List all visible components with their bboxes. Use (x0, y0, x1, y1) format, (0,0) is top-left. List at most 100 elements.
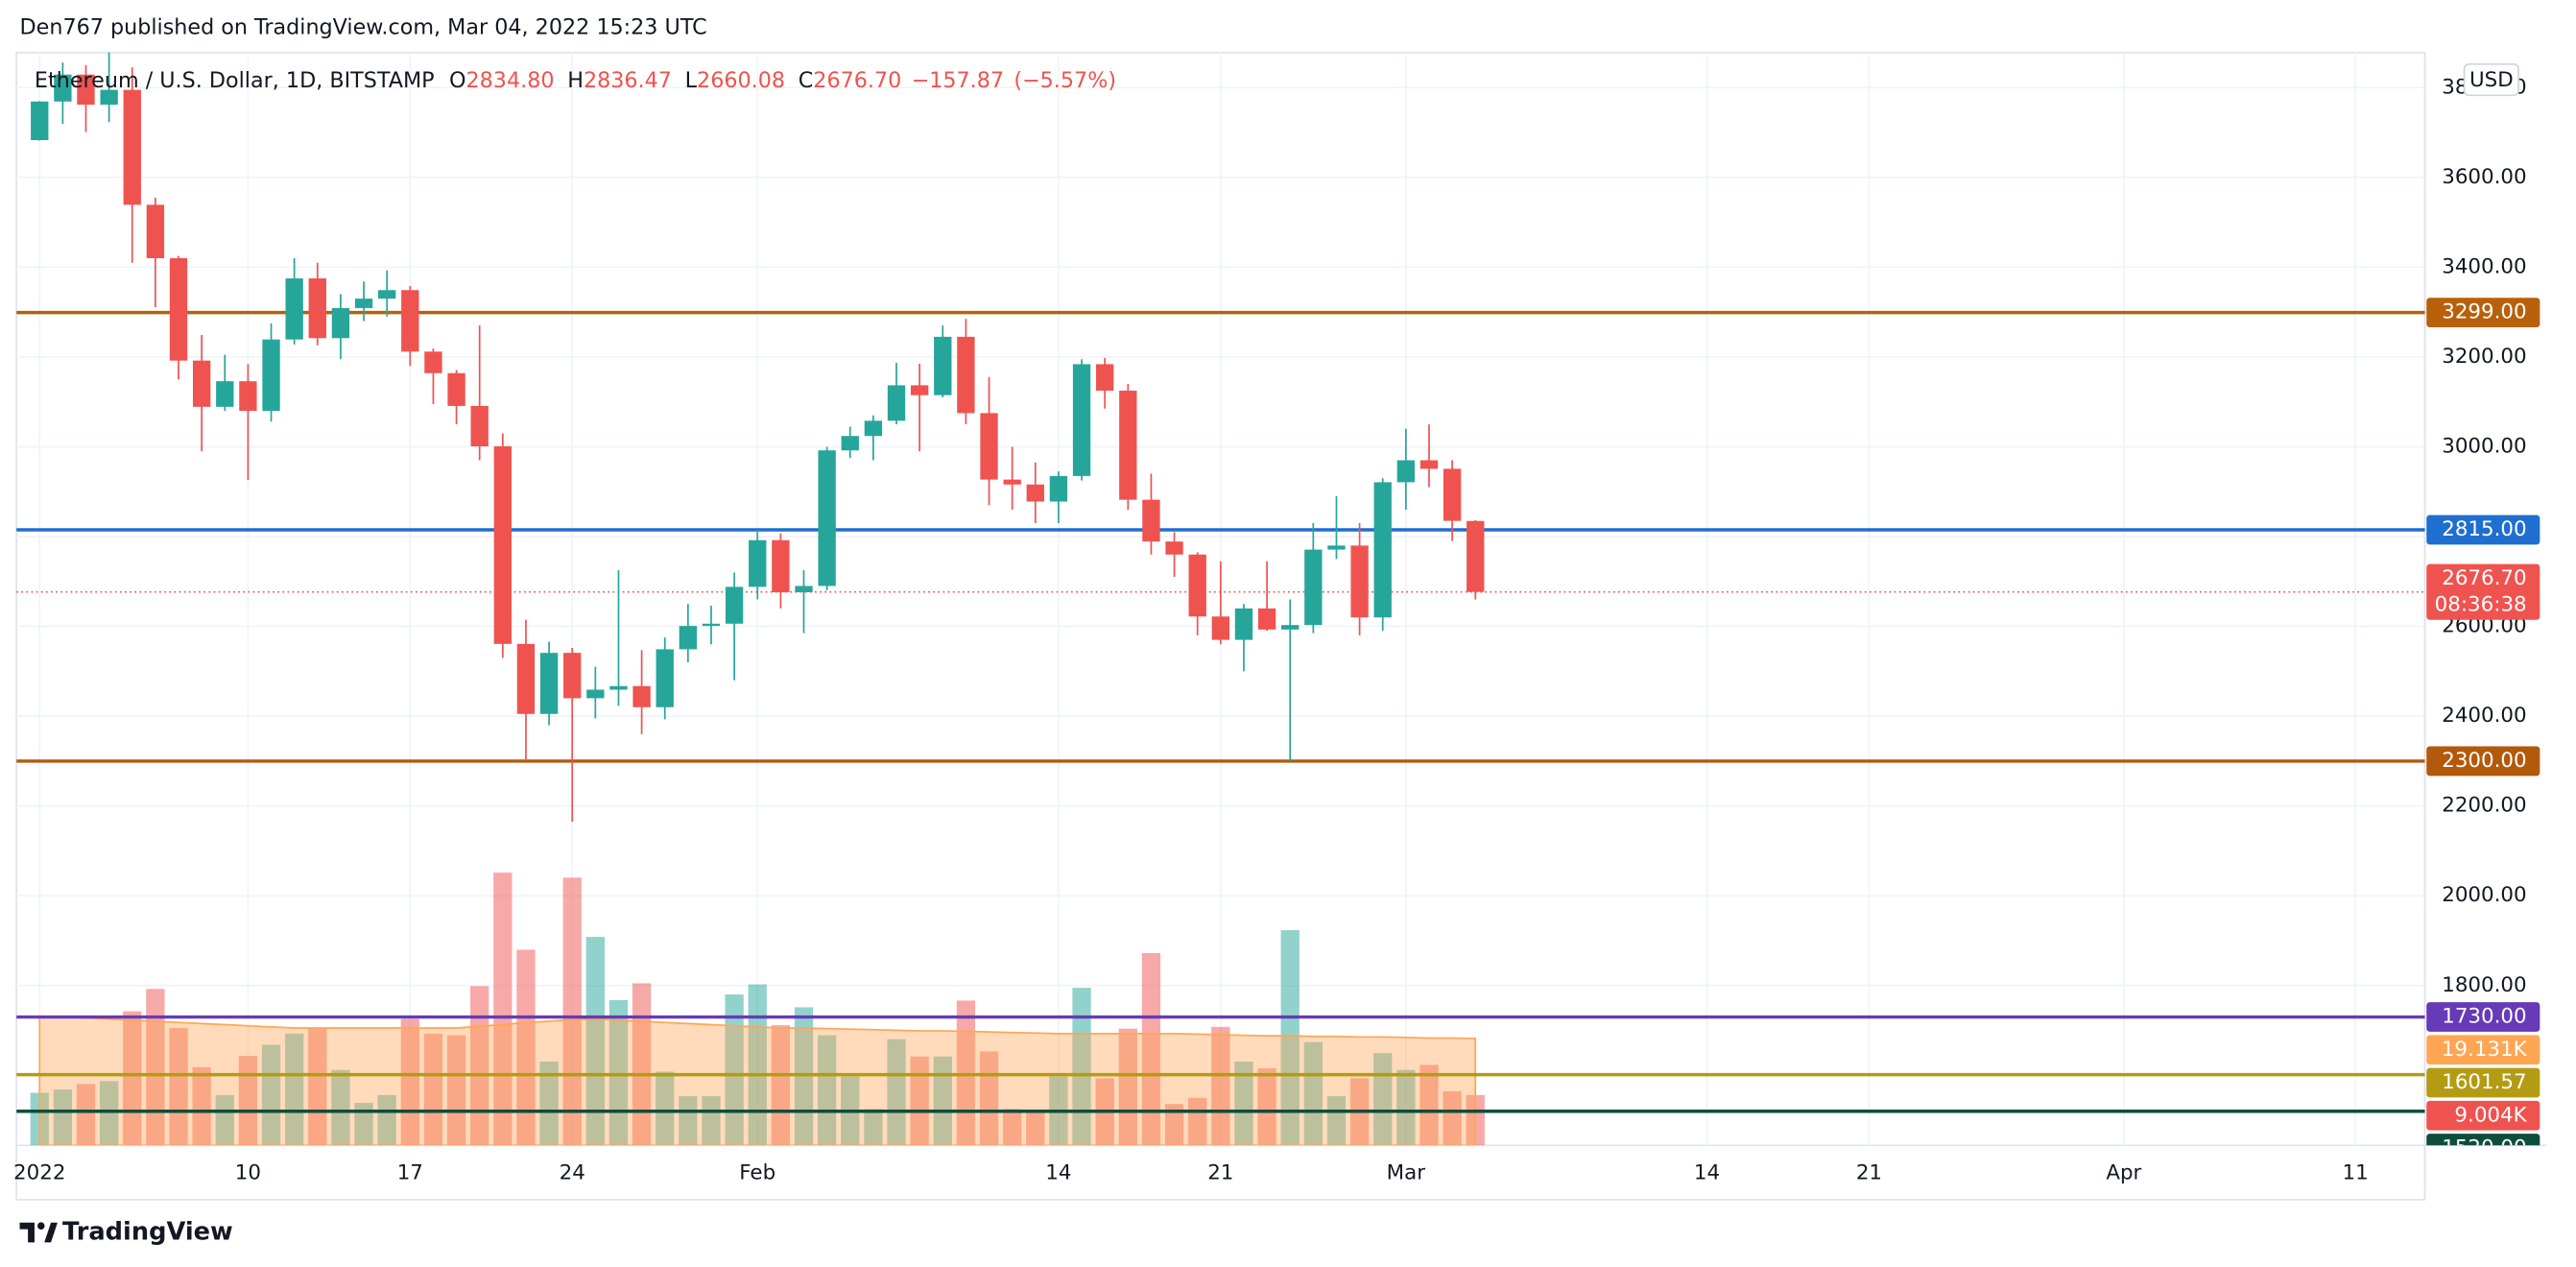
price-label-box (2426, 514, 2540, 545)
volume-bar (725, 994, 744, 1146)
x-tick-label: 14 (1045, 1160, 1071, 1184)
candle-body (192, 360, 211, 407)
y-tick-label: 3400.00 (2442, 254, 2526, 278)
candle-body (1419, 460, 1439, 469)
volume-bar (1118, 1028, 1137, 1146)
volume-bar (215, 1094, 234, 1146)
volume-bar (400, 1018, 419, 1146)
candle-body (702, 623, 721, 627)
volume-bar (817, 1035, 837, 1146)
volume-bar (261, 1044, 281, 1146)
candle-body (354, 299, 373, 308)
volume-bar (632, 983, 652, 1146)
price-label-box (2426, 1067, 2540, 1098)
candle-body (424, 351, 442, 373)
volume-bar (864, 1109, 883, 1146)
candle-body (1072, 364, 1091, 476)
brand-logo (19, 1222, 58, 1243)
candle-body (1142, 499, 1160, 542)
volume-bar (702, 1096, 721, 1146)
candle-body (493, 446, 512, 644)
candle-body (262, 339, 280, 412)
candle-body (910, 385, 929, 395)
volume-bar (238, 1056, 258, 1146)
x-tick-label: 14 (1694, 1160, 1720, 1184)
volume-bar (910, 1056, 929, 1146)
volume-pane (30, 873, 1485, 1146)
y-tick-label: 2000.00 (2442, 883, 2526, 907)
candle-body (632, 685, 651, 707)
volume-bar (354, 1103, 373, 1146)
price-label-box (2426, 1002, 2540, 1032)
candle-body (378, 290, 396, 299)
volume-bar (446, 1035, 466, 1146)
legend-change: −157.87 (912, 67, 1004, 92)
price-label: 2300.00 (2442, 749, 2526, 773)
legend-key: H (567, 67, 584, 92)
candle-body (470, 405, 489, 447)
candle-body (864, 420, 883, 437)
legend-key: L (685, 67, 698, 92)
volume-bar (656, 1071, 675, 1146)
candle-body (216, 381, 234, 407)
price-label: 1730.00 (2442, 1005, 2526, 1029)
volume-bar (285, 1033, 304, 1146)
legend-value: 2676.70 (813, 67, 901, 92)
time-axis: 2022 10 17 24 Feb 14 21 Mar 14 21 Apr 11 (13, 1160, 2369, 1184)
price-label: 19.131K (2442, 1038, 2528, 1062)
price-axis: 3800.003600.003400.003200.003000.002800.… (2426, 75, 2540, 1159)
price-label: 9.004K (2454, 1103, 2527, 1127)
caption: Den767 published on TradingView.com, Mar… (20, 15, 707, 40)
candle-body (1257, 608, 1276, 630)
candle-body (957, 336, 975, 414)
candle-body (169, 258, 188, 361)
volume-bar (377, 1094, 396, 1146)
volume-bar (516, 949, 536, 1146)
volume-bar (1211, 1026, 1230, 1146)
legend-value: 2660.08 (697, 67, 785, 92)
volume-bar (1003, 1109, 1022, 1146)
volume-bar (1326, 1096, 1347, 1146)
candle-body (1049, 475, 1068, 502)
volume-bar (1419, 1064, 1439, 1146)
candle-body (656, 649, 674, 707)
currency-button[interactable] (2463, 62, 2519, 97)
volume-bar (331, 1069, 350, 1146)
volume-bar (1234, 1061, 1253, 1146)
plot (16, 52, 2425, 1113)
y-tick-label: 3600.00 (2442, 165, 2526, 189)
x-tick-label: Mar (1387, 1160, 1426, 1184)
candle-body (609, 685, 628, 690)
candle-body (1096, 364, 1114, 392)
brand: TradingView (62, 1218, 233, 1247)
candle-body (1119, 391, 1137, 500)
candle-body (308, 278, 326, 339)
volume-bar (1303, 1041, 1323, 1146)
volume-bar (608, 999, 629, 1146)
volume-bar (423, 1033, 443, 1146)
currency[interactable]: USD (2469, 68, 2514, 92)
candle-body (679, 626, 698, 650)
volume-bar (192, 1066, 211, 1146)
volume-bar (169, 1028, 188, 1146)
volume-bar (539, 1061, 559, 1146)
candle-body (1003, 479, 1021, 485)
price-label: 1520.00 (2442, 1136, 2526, 1159)
x-tick-label: Apr (2106, 1160, 2141, 1184)
volume-bar (1280, 930, 1300, 1146)
price-label: 08:36:38 (2435, 592, 2527, 616)
legend: Ethereum / U.S. Dollar, 1D, BITSTAMP O283… (35, 67, 1116, 92)
legend-key: O (449, 67, 466, 92)
x-tick-label: 21 (1856, 1160, 1882, 1184)
candle-body (77, 74, 95, 106)
volume-bar (493, 873, 513, 1146)
volume-bar (585, 937, 605, 1146)
volume-bar (76, 1084, 96, 1146)
volume-bar (887, 1039, 906, 1146)
candle-body (1350, 545, 1369, 618)
candle-body (1165, 541, 1183, 555)
legend-change: (−5.57%) (1014, 67, 1116, 92)
candle-body (146, 204, 165, 259)
price-label: 2676.70 (2442, 566, 2526, 590)
